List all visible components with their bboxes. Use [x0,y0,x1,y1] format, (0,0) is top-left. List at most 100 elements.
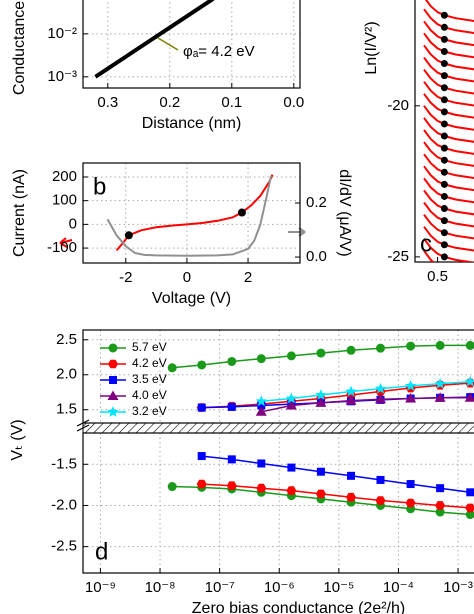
marker [315,389,327,400]
data-line [423,213,474,240]
marker [375,393,386,404]
y-tick-label: 2.0 [56,366,77,383]
point [440,11,448,19]
marker [227,356,237,366]
data-line [423,141,474,167]
point [440,72,448,80]
y-tick-label: 100 [52,192,77,209]
y-tick-label: -20 [387,97,409,114]
point [440,108,448,116]
annotation: d [95,538,108,565]
legend-label: 3.2 eV [132,404,167,418]
marker [227,402,236,411]
y-tick-label: 0 [69,215,77,232]
arrow [59,237,73,248]
x-tick-label: 10⁻⁵ [323,579,354,596]
marker [316,348,326,358]
y-axis-label: Ln(I/V²) [363,21,380,74]
point [440,47,448,55]
data-line [423,44,474,71]
data-line [261,397,471,413]
marker [465,340,474,350]
y-tick-label: -25 [387,248,409,265]
point [440,132,448,140]
marker [346,492,356,502]
data-line [423,153,474,180]
marker [167,482,177,492]
marker [435,340,445,350]
data-line [423,93,474,119]
data-line [106,175,272,257]
data-line [201,483,471,509]
marker [374,382,387,394]
y-tick-label: -1.5 [51,455,77,472]
marker [345,385,357,397]
marker [256,483,267,493]
legend-marker [107,406,119,417]
marker [167,363,177,373]
data-line [423,238,474,262]
marker [405,393,417,403]
x-tick-label: 10⁻⁴ [383,579,414,596]
x-tick-label: 0.5 [427,268,448,285]
point [440,23,448,31]
legend-label: 4.0 eV [132,388,167,402]
point [440,229,448,237]
x-tick-label: 10⁻³ [443,579,473,596]
marker [464,375,474,387]
point [440,217,448,225]
marker [376,475,385,484]
data-line [423,201,474,228]
annotation: b [93,173,106,200]
marker [286,351,296,361]
y-tick-label: -100 [47,239,77,256]
x-axis-label: Zero bias conductance (2e²/h) [192,600,405,614]
point [440,144,448,152]
marker [404,379,417,391]
x-tick-label: -2 [119,269,132,286]
point [440,180,448,188]
y-tick-label: 200 [52,168,77,185]
legend-marker [107,390,119,400]
x-tick-label: 10⁻⁷ [205,579,235,596]
data-line [423,250,435,262]
marker [257,401,266,410]
y-tick-label: -2.5 [51,538,77,555]
data-line [423,129,474,155]
marker [435,501,446,510]
data-line [423,165,474,192]
marker [434,392,446,402]
marker [316,467,325,476]
point [440,205,448,213]
marker [435,507,445,517]
point [124,231,133,240]
y-tick-label: 10⁻³ [47,68,77,85]
arrow [288,227,306,237]
x-tick-label: 10⁻⁸ [145,579,176,596]
data-line [424,0,474,23]
marker [376,343,386,353]
data-line [423,32,474,59]
plot-frame [82,329,474,424]
point [440,192,448,200]
plot-frame [414,0,474,263]
data-line [261,380,471,403]
x-axis-label: Voltage (V) [152,290,231,307]
marker [405,498,416,508]
legend-marker [109,376,117,384]
y2-axis-label: dI/dV (μA/V) [336,169,353,256]
point [440,35,448,43]
y-tick-label: 2.5 [56,331,77,348]
legend-marker [108,359,118,369]
data-line [423,226,474,252]
marker [197,360,207,370]
x-tick-label: 2 [244,269,252,286]
y-axis-label: Vₜ (V) [9,419,26,460]
point [440,241,448,249]
x-tick-label: 0.3 [97,94,118,111]
y-tick-label: 1.5 [56,401,77,418]
marker [347,471,356,480]
x-axis-label: Distance (nm) [142,115,242,132]
data-line [201,455,471,494]
